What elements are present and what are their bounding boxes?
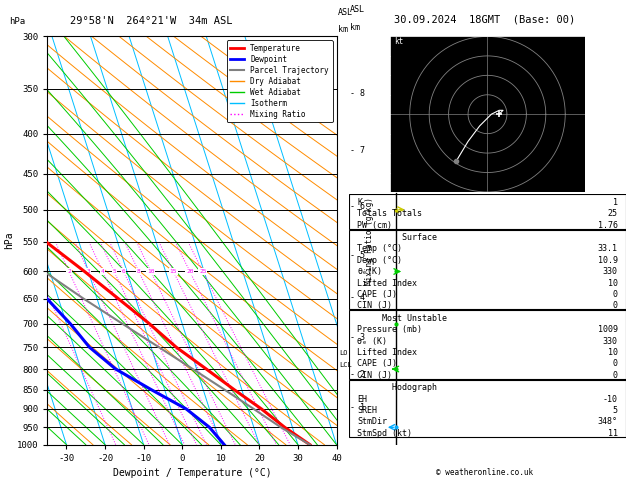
Text: 8: 8 xyxy=(137,269,141,274)
Text: 1009: 1009 xyxy=(598,325,618,334)
Text: 0: 0 xyxy=(613,359,618,368)
Text: Dewp (°C): Dewp (°C) xyxy=(357,256,403,265)
Text: - 5: - 5 xyxy=(350,251,365,260)
Text: K: K xyxy=(357,198,362,207)
Text: Mixing Ratio (g/kg): Mixing Ratio (g/kg) xyxy=(365,197,374,284)
Bar xyxy=(349,380,626,437)
Text: Pressure (mb): Pressure (mb) xyxy=(357,325,423,334)
Text: StmDir: StmDir xyxy=(357,417,387,426)
Text: 30.09.2024  18GMT  (Base: 00): 30.09.2024 18GMT (Base: 00) xyxy=(394,15,575,25)
Text: 1.76: 1.76 xyxy=(598,221,618,229)
Text: - 8: - 8 xyxy=(350,89,365,98)
Text: Lifted Index: Lifted Index xyxy=(357,348,418,357)
Text: θₑ(K): θₑ(K) xyxy=(357,267,382,276)
Text: EH: EH xyxy=(357,395,367,404)
Text: 5: 5 xyxy=(613,406,618,415)
Text: θₑ (K): θₑ (K) xyxy=(357,337,387,346)
Text: - 3: - 3 xyxy=(350,333,365,343)
Legend: Temperature, Dewpoint, Parcel Trajectory, Dry Adiabat, Wet Adiabat, Isotherm, Mi: Temperature, Dewpoint, Parcel Trajectory… xyxy=(226,40,333,122)
Text: 10: 10 xyxy=(147,269,155,274)
Text: km: km xyxy=(350,23,360,33)
Text: CAPE (J): CAPE (J) xyxy=(357,359,398,368)
Text: 2: 2 xyxy=(67,269,71,274)
Text: 0: 0 xyxy=(613,301,618,311)
X-axis label: Dewpoint / Temperature (°C): Dewpoint / Temperature (°C) xyxy=(113,469,271,478)
Text: 0: 0 xyxy=(613,290,618,299)
Text: Temp (°C): Temp (°C) xyxy=(357,244,403,254)
Y-axis label: hPa: hPa xyxy=(4,232,14,249)
Text: 25: 25 xyxy=(608,209,618,218)
Text: 10: 10 xyxy=(608,348,618,357)
Text: SREH: SREH xyxy=(357,406,377,415)
Text: ASL: ASL xyxy=(338,8,353,17)
Text: 25: 25 xyxy=(199,269,206,274)
Text: -10: -10 xyxy=(603,395,618,404)
Text: - 6: - 6 xyxy=(350,202,365,211)
Text: Surface: Surface xyxy=(357,233,437,242)
Text: kt: kt xyxy=(394,37,403,46)
Bar xyxy=(349,194,626,228)
Text: 11: 11 xyxy=(608,429,618,438)
Text: ASL: ASL xyxy=(350,5,365,14)
Text: Hodograph: Hodograph xyxy=(357,383,437,392)
Text: 0: 0 xyxy=(613,371,618,380)
Text: © weatheronline.co.uk: © weatheronline.co.uk xyxy=(436,468,533,477)
Text: 330: 330 xyxy=(603,267,618,276)
Text: - 7: - 7 xyxy=(350,146,365,155)
Text: Totals Totals: Totals Totals xyxy=(357,209,423,218)
Text: StmSpd (kt): StmSpd (kt) xyxy=(357,429,413,438)
Text: CIN (J): CIN (J) xyxy=(357,301,392,311)
Text: 4: 4 xyxy=(101,269,104,274)
Text: 15: 15 xyxy=(170,269,177,274)
Text: 6: 6 xyxy=(121,269,125,274)
Text: - 2: - 2 xyxy=(350,369,365,379)
Text: PW (cm): PW (cm) xyxy=(357,221,392,229)
Text: 5: 5 xyxy=(112,269,116,274)
Text: 10: 10 xyxy=(608,278,618,288)
Text: 29°58'N  264°21'W  34m ASL: 29°58'N 264°21'W 34m ASL xyxy=(70,16,232,26)
Text: km: km xyxy=(338,25,348,34)
Text: CIN (J): CIN (J) xyxy=(357,371,392,380)
Bar xyxy=(349,230,626,309)
Text: Lifted Index: Lifted Index xyxy=(357,278,418,288)
Text: 348°: 348° xyxy=(598,417,618,426)
Text: - 4: - 4 xyxy=(350,293,365,302)
Text: 20: 20 xyxy=(186,269,194,274)
Bar xyxy=(349,311,626,379)
Text: 10.9: 10.9 xyxy=(598,256,618,265)
Text: Most Unstable: Most Unstable xyxy=(357,314,447,323)
Text: 330: 330 xyxy=(603,337,618,346)
Text: CAPE (J): CAPE (J) xyxy=(357,290,398,299)
Text: LO: LO xyxy=(340,349,348,356)
Text: LCL: LCL xyxy=(340,362,352,368)
Text: 1: 1 xyxy=(613,198,618,207)
Text: - 1: - 1 xyxy=(350,402,365,412)
Text: 3: 3 xyxy=(87,269,91,274)
Text: hPa: hPa xyxy=(9,17,26,26)
Text: 33.1: 33.1 xyxy=(598,244,618,254)
